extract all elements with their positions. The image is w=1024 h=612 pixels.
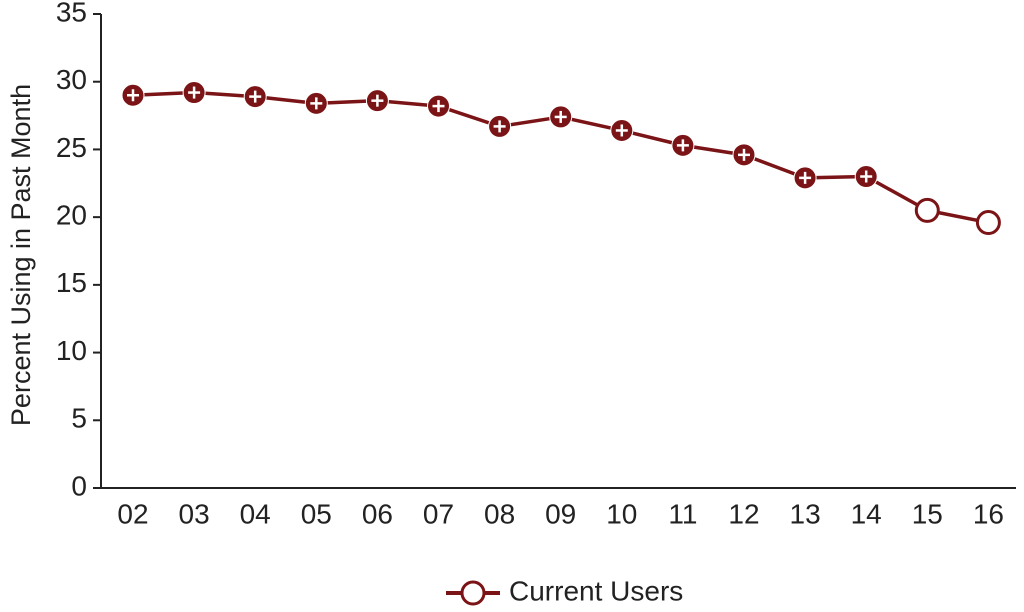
y-tick-label: 10 <box>56 335 87 366</box>
x-tick-label: 04 <box>240 498 271 529</box>
x-tick-label: 11 <box>668 498 697 529</box>
x-tick-label: 09 <box>545 498 576 529</box>
y-tick-label: 25 <box>56 132 87 163</box>
x-tick-label: 15 <box>912 498 943 529</box>
y-axis-title: Percent Using in Past Month <box>6 84 36 426</box>
y-tick-label: 20 <box>56 200 87 231</box>
data-point <box>914 197 940 223</box>
x-tick-label: 14 <box>851 498 882 529</box>
data-point <box>121 83 145 107</box>
legend: Current Users <box>446 575 683 606</box>
y-tick-label: 35 <box>56 0 87 27</box>
y-tick-label: 5 <box>71 403 87 434</box>
x-tick-label: 16 <box>973 498 1004 529</box>
x-tick-label: 08 <box>484 498 515 529</box>
data-point <box>304 91 328 115</box>
data-point <box>427 94 450 118</box>
x-axis-ticks: 02 03 04 05 06 07 08 09 10 11 12 13 14 15 16 <box>117 498 1004 529</box>
data-point <box>793 166 817 190</box>
data-point <box>610 118 634 142</box>
data-point <box>975 210 1001 236</box>
data-point <box>243 85 267 109</box>
data-point <box>488 114 512 138</box>
legend-marker <box>460 580 486 606</box>
x-tick-label: 02 <box>117 498 148 529</box>
axes <box>100 14 1016 489</box>
x-tick-label: 10 <box>606 498 637 529</box>
data-point <box>365 89 389 113</box>
legend-label: Current Users <box>509 575 683 606</box>
x-tick-label: 07 <box>423 498 454 529</box>
y-axis-ticks: 0 5 10 15 20 25 30 35 <box>56 0 101 501</box>
x-tick-label: 13 <box>790 498 821 529</box>
x-tick-label: 12 <box>728 498 759 529</box>
data-point <box>671 133 695 157</box>
y-tick-label: 0 <box>71 470 87 501</box>
data-point <box>182 81 206 105</box>
data-point <box>854 165 878 189</box>
series-current-users <box>121 81 1001 236</box>
data-point <box>732 143 756 167</box>
y-tick-label: 30 <box>56 64 87 95</box>
x-tick-label: 06 <box>362 498 393 529</box>
x-tick-label: 05 <box>301 498 332 529</box>
y-tick-label: 15 <box>56 267 87 298</box>
data-point <box>549 105 573 129</box>
x-tick-label: 03 <box>179 498 210 529</box>
